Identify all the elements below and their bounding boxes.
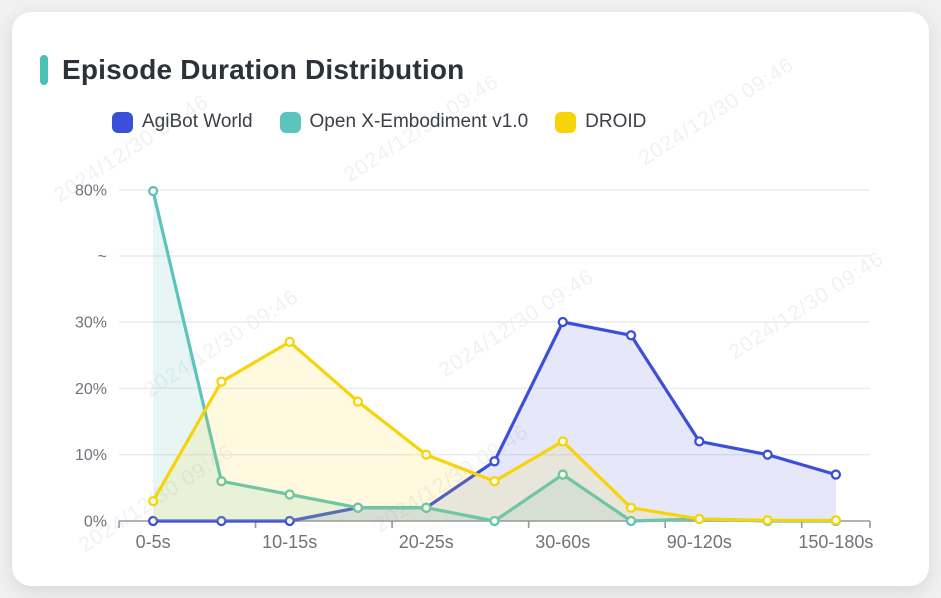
data-point-droid[interactable]	[625, 502, 637, 513]
series-area-agibot-world	[153, 322, 836, 521]
data-point-droid[interactable]	[147, 495, 159, 507]
data-point-droid[interactable]	[557, 436, 568, 447]
y-axis-label: 10%	[75, 447, 107, 464]
data-point-open-x-embodiment-v1-0[interactable]	[352, 502, 364, 513]
y-axis-label: 80%	[75, 183, 107, 200]
y-axis-label: 30%	[75, 315, 107, 332]
legend-label: Open X-Embodiment v1.0	[309, 111, 529, 132]
x-axis-label: 20-25s	[399, 532, 454, 552]
data-point-open-x-embodiment-v1-0[interactable]	[147, 185, 159, 197]
data-point-droid[interactable]	[352, 396, 364, 407]
data-point-open-x-embodiment-v1-0[interactable]	[284, 489, 295, 500]
legend-swatch	[112, 111, 133, 133]
data-point-agibot-world[interactable]	[762, 449, 773, 460]
data-point-droid[interactable]	[762, 515, 773, 526]
x-axis-label: 150-180s	[798, 532, 873, 552]
series-area-open-x-embodiment-v1-0	[153, 191, 836, 521]
data-point-agibot-world[interactable]	[625, 330, 637, 341]
data-point-agibot-world[interactable]	[284, 515, 295, 527]
legend-item-droid[interactable]: DROID	[555, 111, 646, 133]
data-point-open-x-embodiment-v1-0[interactable]	[216, 476, 227, 487]
data-point-droid[interactable]	[489, 476, 500, 487]
data-point-open-x-embodiment-v1-0[interactable]	[489, 515, 500, 527]
data-point-agibot-world[interactable]	[147, 515, 159, 527]
data-point-agibot-world[interactable]	[489, 456, 500, 467]
data-point-droid[interactable]	[284, 336, 295, 348]
y-axis-label: ~	[98, 249, 107, 266]
data-point-droid[interactable]	[216, 376, 227, 387]
data-point-droid[interactable]	[830, 515, 842, 526]
data-point-agibot-world[interactable]	[557, 316, 568, 328]
data-point-agibot-world[interactable]	[216, 515, 227, 527]
x-axis-label: 30-60s	[535, 532, 590, 552]
data-point-open-x-embodiment-v1-0[interactable]	[421, 502, 432, 513]
legend-label: AgiBot World	[142, 111, 253, 132]
data-point-open-x-embodiment-v1-0[interactable]	[625, 515, 637, 527]
legend-swatch	[555, 111, 577, 133]
legend: AgiBot World Open X-Embodiment v1.0 DROID	[112, 111, 646, 133]
y-axis-label: 20%	[75, 381, 107, 398]
data-point-droid[interactable]	[421, 449, 432, 460]
legend-swatch	[279, 111, 301, 133]
data-point-droid[interactable]	[694, 513, 705, 525]
title-row: Episode Duration Distribution	[40, 54, 464, 86]
data-point-agibot-world[interactable]	[830, 469, 842, 480]
x-axis-label: 0-5s	[136, 532, 171, 552]
legend-item-open-x-embodiment-v1-0[interactable]: Open X-Embodiment v1.0	[279, 111, 529, 133]
title-accent-bar	[40, 55, 48, 85]
data-point-agibot-world[interactable]	[694, 436, 705, 447]
legend-label: DROID	[585, 111, 647, 132]
chart-card: 2024/12/30 09:46 2024/12/30 09:46 2024/12/…	[12, 12, 929, 586]
x-axis-label: 10-15s	[262, 532, 317, 552]
y-axis-label: 0%	[84, 514, 107, 531]
page-title: Episode Duration Distribution	[62, 54, 465, 85]
data-point-open-x-embodiment-v1-0[interactable]	[557, 469, 568, 480]
series-area-droid	[153, 341, 836, 521]
legend-item-agibot-world[interactable]: AgiBot World	[112, 111, 253, 133]
x-axis-label: 90-120s	[667, 532, 732, 552]
